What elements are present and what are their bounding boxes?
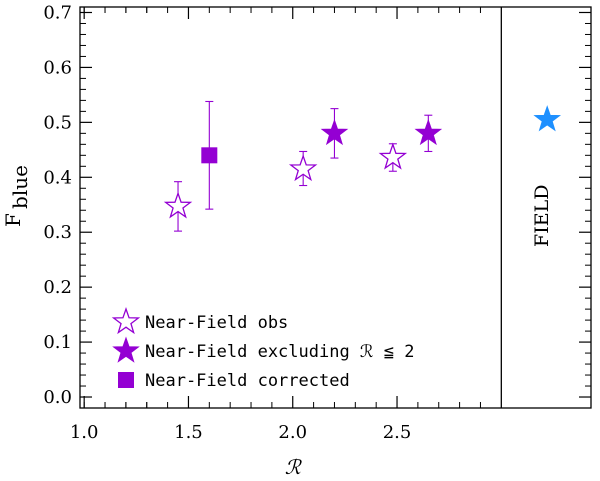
y-tick-label: 0.4 xyxy=(43,167,72,188)
y-tick-label: 0.7 xyxy=(43,2,72,23)
legend-marker-filled-star xyxy=(112,336,140,363)
y-tick-label: 0.5 xyxy=(43,112,72,133)
y-axis-label-main: F xyxy=(1,213,25,227)
field-label: FIELD xyxy=(531,185,553,247)
y-axis-label-subscript: blue xyxy=(8,165,32,209)
y-tick-label: 0.1 xyxy=(43,332,72,353)
data-point-filled-star xyxy=(320,118,349,146)
x-tick-label: 1.0 xyxy=(70,422,99,443)
y-tick-label: 0.2 xyxy=(43,277,72,298)
data-markers xyxy=(163,105,562,219)
legend-label: Near-Field corrected xyxy=(145,371,350,391)
x-tick-label: 2.5 xyxy=(383,422,412,443)
y-tick-label: 0.0 xyxy=(43,387,72,408)
plot-frame xyxy=(79,6,592,409)
y-tick-label: 0.3 xyxy=(43,222,72,243)
legend-marker-open-star xyxy=(111,307,141,335)
x-tick-label: 2.0 xyxy=(278,422,307,443)
legend-label: Near-Field obs xyxy=(145,313,288,333)
data-point-open-star xyxy=(163,191,193,219)
legend: Near-Field obs Near-Field excluding ℛ ≦ 2… xyxy=(111,307,414,391)
y-axis-label: F blue xyxy=(1,165,32,227)
y-tick-label: 0.6 xyxy=(43,57,72,78)
data-point-open-star xyxy=(288,154,318,182)
tick-labels: 0.0 0.1 0.2 0.3 0.4 0.5 0.6 0.7 1.0 1.5 2.0 2.5 xyxy=(43,2,411,443)
data-point-filled-star xyxy=(414,118,443,146)
x-axis-label: ℛ xyxy=(285,455,303,479)
legend-label: Near-Field excluding ℛ ≦ 2 xyxy=(145,342,414,362)
x-tick-label: 1.5 xyxy=(174,422,203,443)
data-point-filled-square xyxy=(201,147,218,164)
legend-marker-filled-square xyxy=(118,372,134,388)
data-point-filled-star-blue xyxy=(533,105,562,132)
axis-ticks xyxy=(80,7,591,408)
data-point-open-star xyxy=(378,142,408,170)
